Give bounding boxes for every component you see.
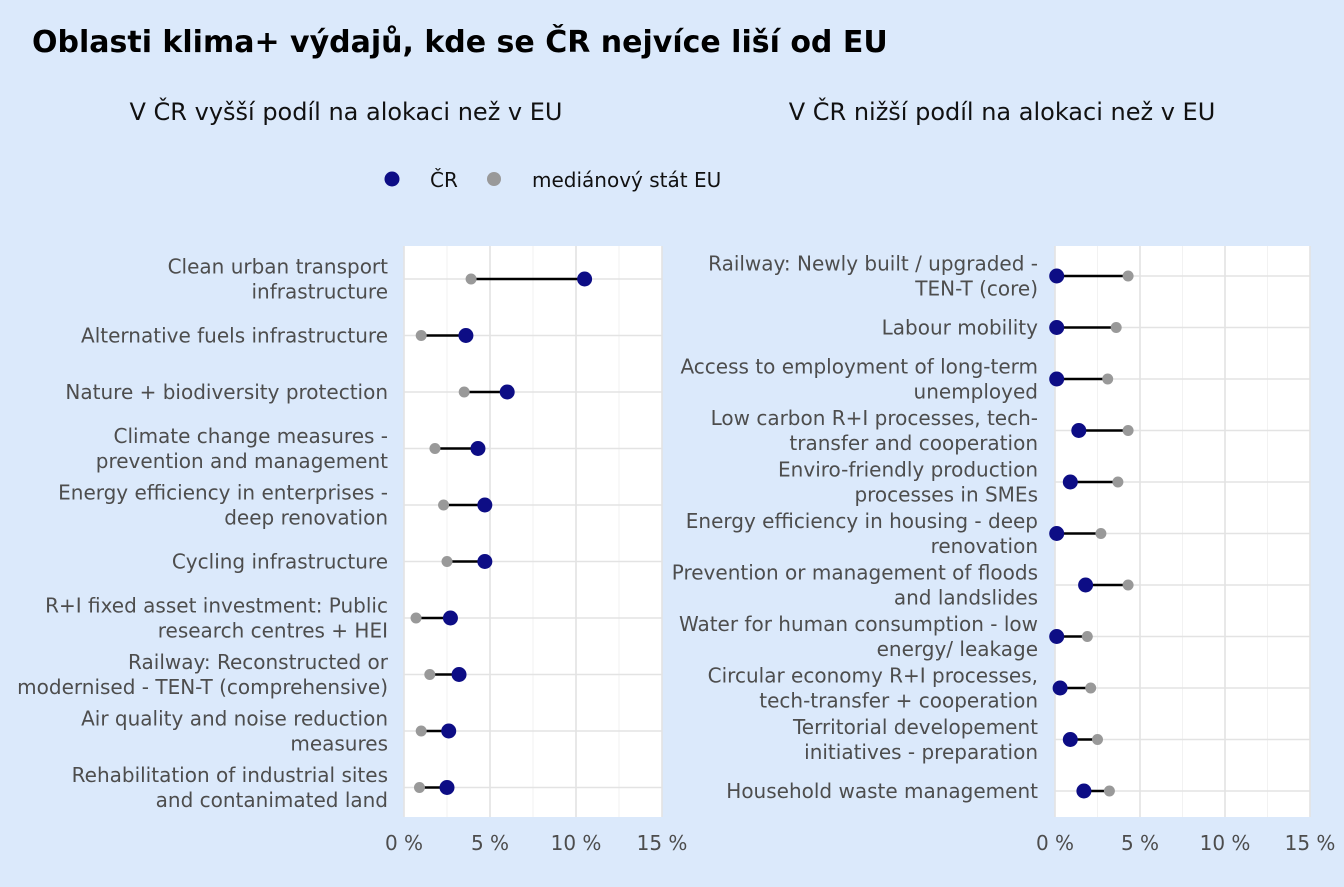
category-label: modernised - TEN-T (comprehensive) <box>17 675 388 699</box>
category-label: R+I fixed asset investment: Public <box>45 594 388 618</box>
cr-point <box>458 328 474 343</box>
cr-point <box>1052 680 1068 696</box>
category-label: Low carbon R+I processes, tech- <box>711 406 1038 430</box>
category-label: Access to employment of long-term <box>680 355 1038 379</box>
eu-median-point <box>1122 579 1134 591</box>
eu-median-point <box>1122 270 1134 282</box>
eu-median-point <box>413 782 425 793</box>
cr-point <box>499 384 515 400</box>
category-label: infrastructure <box>251 280 388 304</box>
panel-lower-share: V ČR nižší podíl na alokaci než v EU 0 % 5… <box>672 96 1336 855</box>
category-label: research centres + HEI <box>158 619 388 643</box>
category-label: tech-transfer + cooperation <box>759 689 1038 713</box>
category-label: initiatives - preparation <box>804 740 1038 764</box>
cr-point <box>477 554 493 569</box>
panel-subtitle: V ČR vyšší podíl na alokaci než v EU <box>130 96 563 126</box>
x-tick-label: 10 % <box>551 831 602 855</box>
x-tick-label: 15 % <box>1285 831 1336 855</box>
x-tick-label: 5 % <box>1121 831 1159 855</box>
cr-point <box>1071 423 1087 438</box>
eu-median-point <box>410 612 422 624</box>
eu-median-point <box>465 273 477 285</box>
panel-subtitle: V ČR nižší podíl na alokaci než v EU <box>789 96 1216 126</box>
x-tick-label: 10 % <box>1200 831 1251 855</box>
x-tick-label: 15 % <box>637 831 688 855</box>
legend-label: ČR <box>430 168 458 192</box>
eu-median-point <box>1092 734 1103 745</box>
category-label: Enviro-friendly production <box>778 458 1038 482</box>
category-label: measures <box>290 732 388 756</box>
eu-median-point <box>1103 785 1115 797</box>
eu-median-point <box>1085 682 1097 694</box>
category-label: and contanimated land <box>156 788 388 812</box>
cr-point <box>1078 577 1094 593</box>
category-label: TEN-T (core) <box>914 277 1038 301</box>
cr-point <box>1076 783 1092 799</box>
category-label: Railway: Newly built / upgraded - <box>708 252 1038 276</box>
eu-median-point <box>429 443 441 454</box>
cr-point <box>1049 371 1065 387</box>
category-label: Alternative fuels infrastructure <box>81 324 388 348</box>
eu-median-point <box>415 330 427 341</box>
cr-point <box>1062 474 1078 490</box>
category-label: Circular economy R+I processes, <box>708 664 1038 688</box>
cr-point <box>439 780 455 795</box>
eu-median-point <box>438 499 450 511</box>
category-label: Prevention or management of floods <box>672 561 1038 585</box>
eu-median-point <box>1102 373 1114 385</box>
eu-median-point <box>441 556 453 567</box>
cr-point <box>441 723 457 739</box>
category-label: renovation <box>931 534 1038 558</box>
cr-point <box>1049 268 1065 284</box>
eu-median-point <box>458 386 470 398</box>
category-label: Air quality and noise reduction <box>81 707 388 731</box>
legend-label: mediánový stát EU <box>532 168 721 192</box>
category-label: Household waste management <box>726 779 1038 803</box>
eu-median-point <box>1112 476 1124 488</box>
category-label: Railway: Reconstructed or <box>128 650 389 674</box>
cr-point <box>1062 732 1078 747</box>
x-tick-label: 5 % <box>471 831 509 855</box>
category-label: Cycling infrastructure <box>172 550 388 574</box>
legend-cr-marker <box>384 171 400 187</box>
legend-eu-marker <box>487 172 501 186</box>
category-label: prevention and management <box>96 449 388 473</box>
category-label: energy/ leakage <box>877 637 1038 661</box>
category-label: Energy efficiency in housing - deep <box>686 509 1038 533</box>
eu-median-point <box>415 725 427 737</box>
eu-median-point <box>1110 322 1122 333</box>
chart-title: Oblasti klima+ výdajů, kde se ČR nejvíce… <box>32 23 888 60</box>
category-label: Clean urban transport <box>168 255 389 279</box>
category-label: Rehabilitation of industrial sites <box>72 763 388 787</box>
category-label: Climate change measures - <box>113 424 388 448</box>
category-label: Territorial developement <box>792 715 1038 739</box>
eu-median-point <box>424 669 436 680</box>
eu-median-point <box>1095 528 1107 539</box>
cr-point <box>442 610 458 626</box>
eu-median-point <box>1081 631 1093 642</box>
category-label: unemployed <box>914 380 1038 404</box>
eu-median-point <box>1122 425 1134 436</box>
category-label: deep renovation <box>224 506 388 530</box>
category-label: and landslides <box>894 586 1038 610</box>
cr-point <box>477 497 493 513</box>
category-label: transfer and cooperation <box>789 431 1038 455</box>
panel-higher-share: V ČR vyšší podíl na alokaci než v EU 0 % 5… <box>17 96 687 855</box>
x-tick-label: 0 % <box>385 831 423 855</box>
category-label: Labour mobility <box>882 316 1039 340</box>
cr-point <box>1049 526 1065 541</box>
cr-point <box>1049 320 1065 335</box>
category-label: Energy efficiency in enterprises - <box>58 481 388 505</box>
cr-point <box>577 271 593 287</box>
cr-point <box>470 441 486 456</box>
legend: ČR mediánový stát EU <box>384 168 721 192</box>
cr-point <box>451 667 467 682</box>
category-label: Nature + biodiversity protection <box>65 380 388 404</box>
category-label: Water for human consumption - low <box>679 612 1038 636</box>
category-label: processes in SMEs <box>854 483 1038 507</box>
x-tick-label: 0 % <box>1036 831 1074 855</box>
cr-point <box>1049 629 1065 644</box>
